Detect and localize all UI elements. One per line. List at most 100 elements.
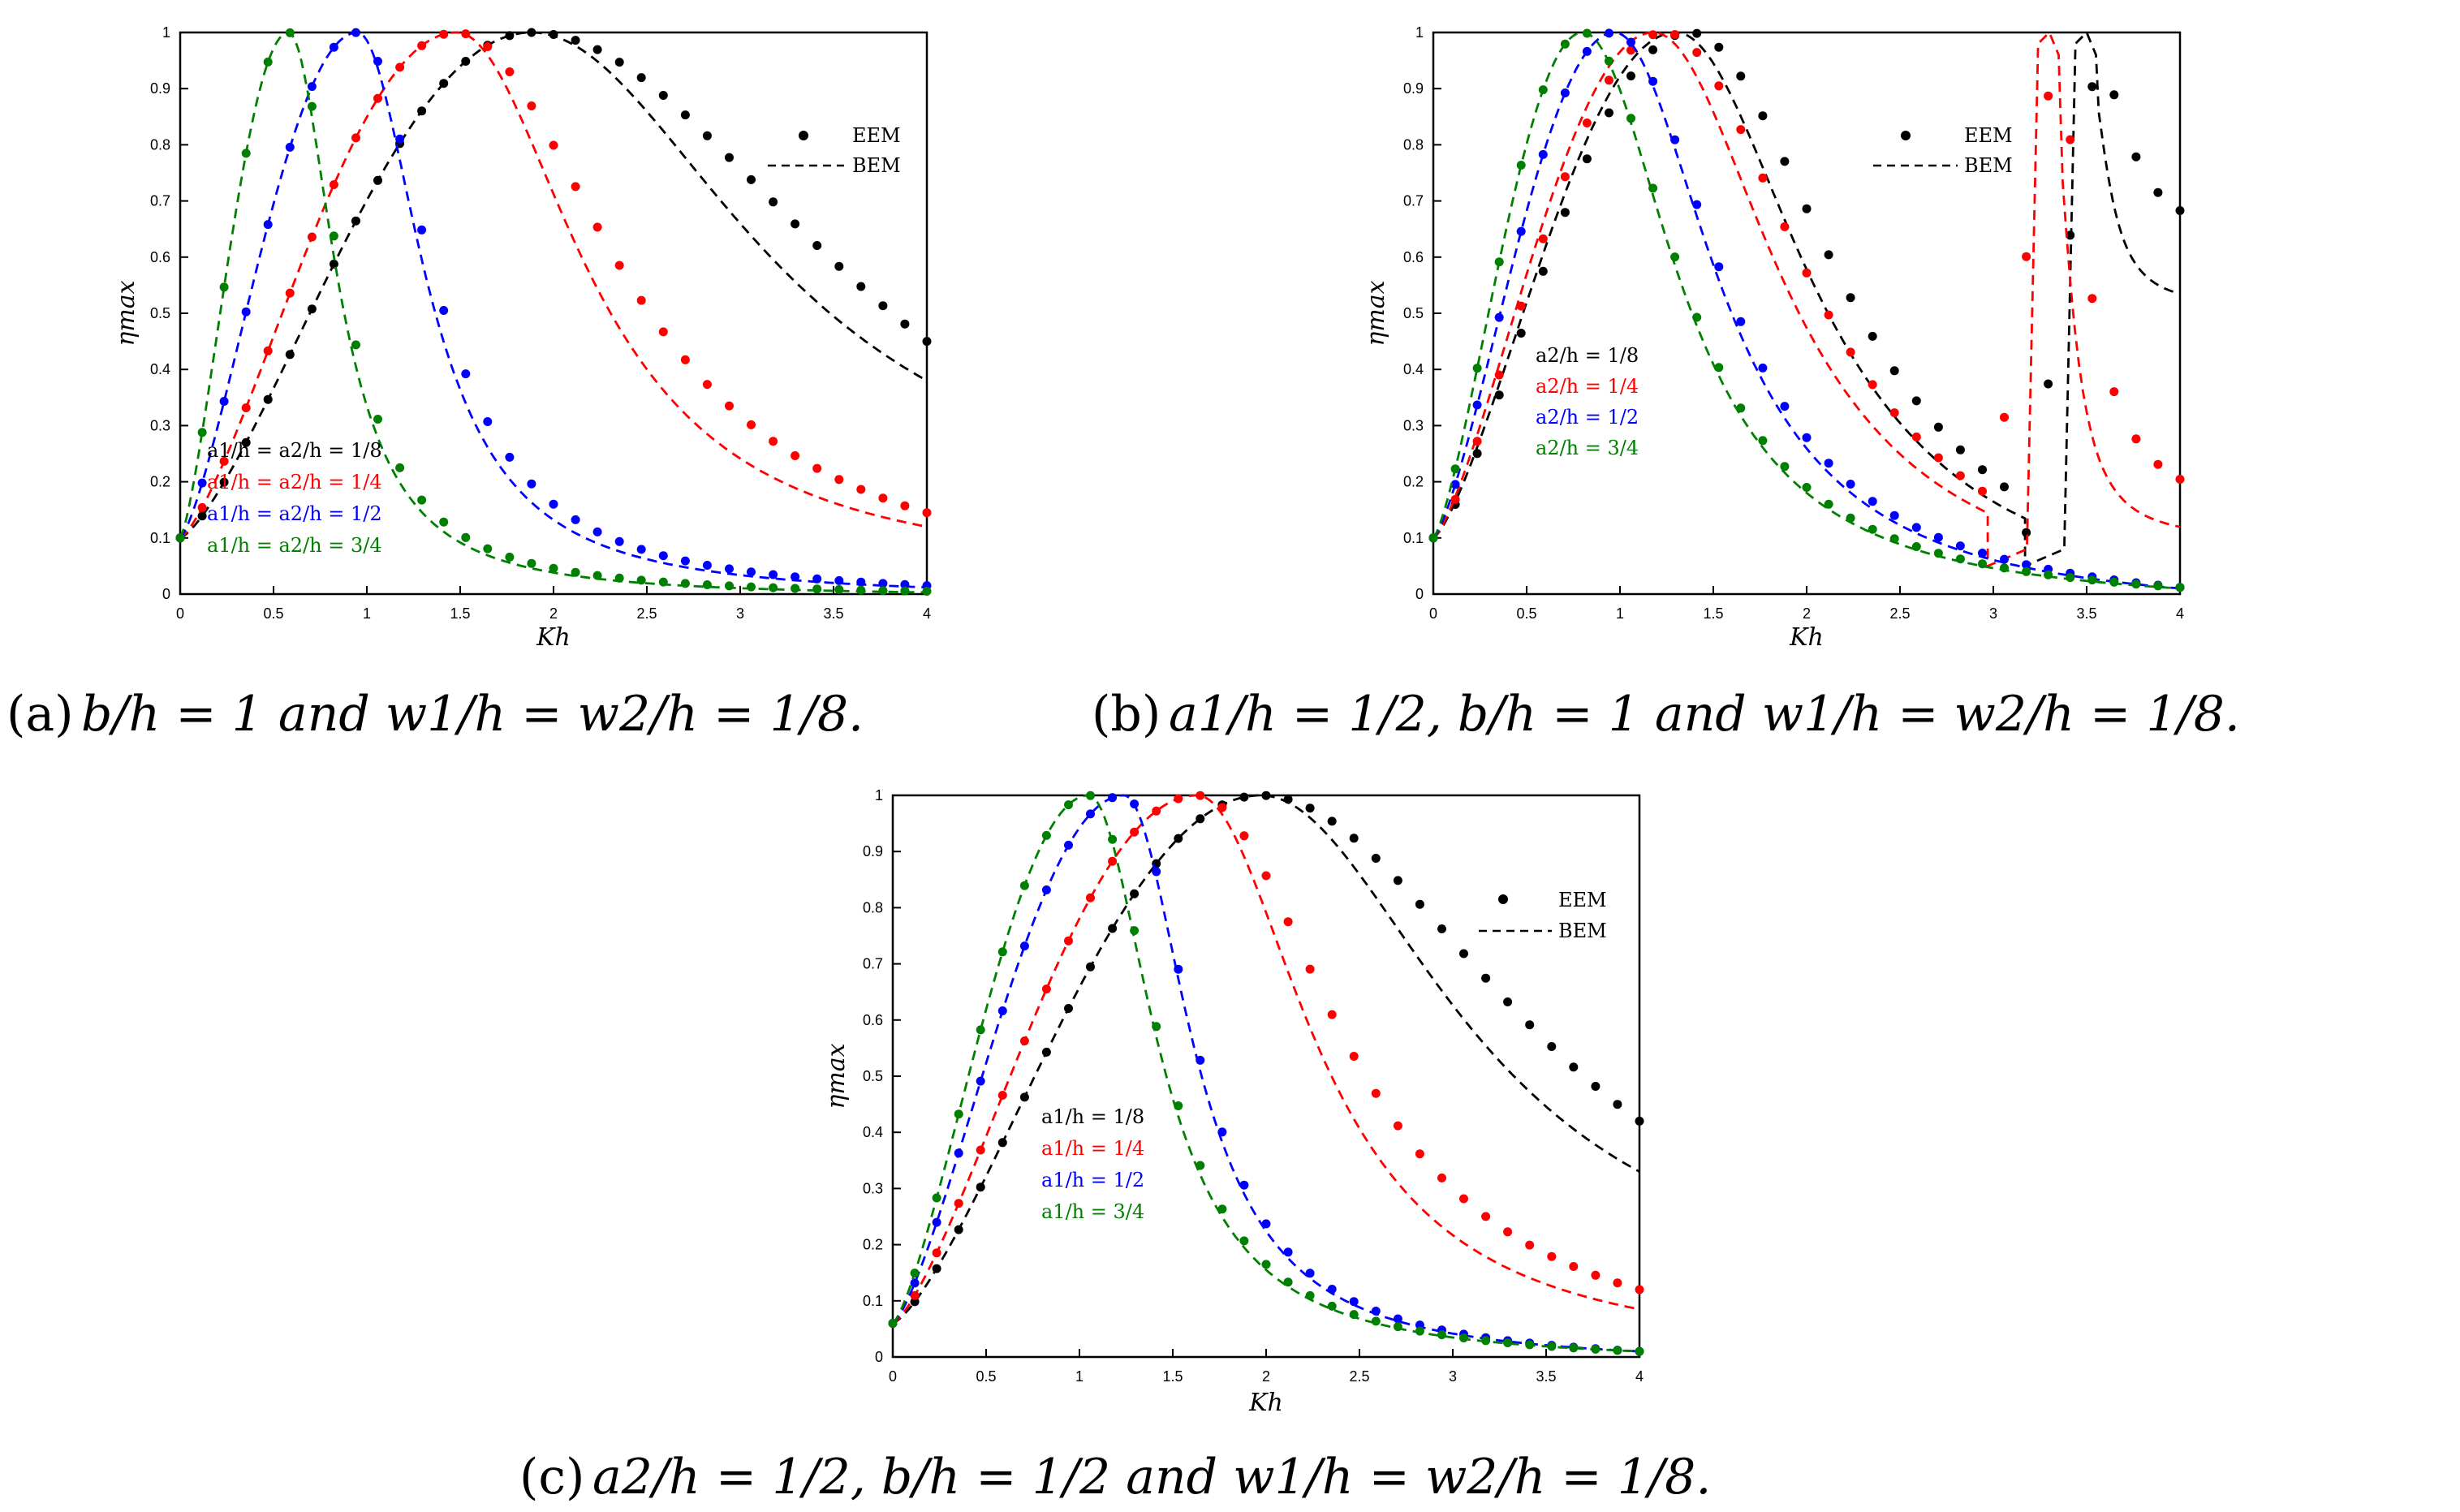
eem-series-point [527,558,536,568]
eem-series-point [1824,310,1833,320]
panel-a-legend-item: a1/h = a2/h = 1/8 [207,439,382,462]
eem-series-point [976,1145,985,1155]
y-tick-label: 0.9 [863,843,883,859]
y-tick-label: 1 [162,24,170,41]
y-tick-label: 0.2 [150,474,170,490]
eem-series-point [1437,1330,1446,1340]
eem-series-point [725,581,734,591]
eem-series-point [1692,48,1702,58]
eem-series-point [1824,499,1833,509]
eem-series-point [263,220,273,230]
eem-series-point [505,552,515,562]
eem-series-point [1692,312,1702,322]
eem-series-point [329,42,338,52]
eem-series-point [1868,524,1877,534]
eem-series-point [1933,532,1943,542]
eem-series-point [1371,1088,1381,1098]
eem-series-point [527,28,536,37]
eem-series-point [219,282,229,292]
eem-series-point [351,216,360,226]
eem-series-point [1472,400,1482,410]
eem-series-point [592,571,602,580]
eem-series-point [1758,173,1768,183]
eem-series-point [769,570,778,579]
x-tick-label: 2 [549,605,558,622]
eem-series-point [1736,71,1746,81]
eem-series-point [1605,56,1613,66]
eem-series-point [614,573,624,583]
eem-series-point [2175,475,2185,484]
eem-series-point [1889,408,1899,418]
eem-series-point [1560,208,1570,218]
eem-series-point [1130,926,1140,936]
eem-series-point [1196,790,1205,800]
eem-marker-icon [799,131,808,140]
eem-series-point [1481,1336,1491,1346]
eem-series-point [527,101,536,110]
eem-series-point [658,91,668,100]
eem-series-point [812,463,822,473]
eem-series-point [1108,924,1118,933]
eem-series-point [954,1109,963,1119]
eem-series-point [351,28,360,37]
eem-series-point [219,456,229,466]
eem-series-point [954,1148,963,1158]
x-tick-label: 0.5 [976,1368,996,1385]
panel-a-method-legend: EEM BEM [768,124,901,177]
eem-series-point [1605,28,1613,38]
panel-c-legend-item: a1/h = 3/4 [1041,1200,1144,1223]
bem-series-line [891,794,1640,1353]
caption-a: (a) b/h = 1 and w1/h = w2/h = 1/8. [6,686,864,743]
eem-series-point [1889,366,1899,376]
eem-series-point [834,575,844,585]
eem-series-point [285,350,295,360]
eem-series-point [1846,347,1855,357]
y-tick-label: 0.1 [150,530,170,546]
y-tick-label: 0.7 [1403,193,1424,209]
eem-series-point [976,1182,985,1192]
eem-series-point [1846,513,1855,523]
eem-series-point [417,495,427,505]
eem-series-point [932,1193,941,1203]
eem-series-point [2109,387,2119,397]
eem-series-point [1349,1297,1359,1307]
eem-series-point [1064,840,1073,850]
eem-series-point [1846,293,1855,303]
eem-series-point [549,563,558,573]
panel-c-x-axis: 0 0.5 1 1.5 2 2.5 3 3.5 4 [889,1349,1644,1385]
eem-series-point [505,31,515,41]
eem-series-point [1547,1251,1557,1261]
eem-series-point [351,133,360,143]
x-tick-label: 4 [2176,605,2184,622]
panel-b-eem-label: EEM [1964,124,2013,147]
eem-series-point [2000,482,2009,492]
eem-series-point [1978,559,1987,569]
panel-b-ylabel: ηmax [1362,280,1390,346]
eem-series-point [812,241,822,250]
eem-series-point [329,259,338,269]
eem-series-point [725,153,734,162]
eem-series-point [1130,827,1140,837]
eem-series-point [263,394,273,404]
y-tick-label: 0.9 [150,80,170,97]
eem-series-point [1283,1277,1293,1287]
y-tick-label: 0.3 [863,1180,883,1196]
eem-series-point [614,536,624,546]
eem-series-point [1261,871,1271,881]
eem-series-point [812,584,822,594]
eem-series-point [1516,301,1526,311]
x-tick-label: 4 [1635,1368,1644,1385]
eem-series-point [1064,800,1073,810]
eem-series-point [1582,118,1592,127]
eem-series-point [1064,1004,1073,1013]
panel-a-legend-item: a1/h = a2/h = 1/2 [207,502,382,525]
panel-b-series-legend: a2/h = 1/8 a2/h = 1/4 a2/h = 1/2 a2/h = … [1536,344,1639,459]
eem-series-point [1494,370,1504,380]
eem-series-point [1239,792,1249,802]
eem-series-point [658,551,668,561]
eem-series-point [1450,494,1460,504]
eem-series-point [373,57,382,66]
panel-a-xlabel: Kh [536,623,571,652]
eem-series-point [1086,809,1095,819]
eem-series-point [997,1091,1007,1100]
